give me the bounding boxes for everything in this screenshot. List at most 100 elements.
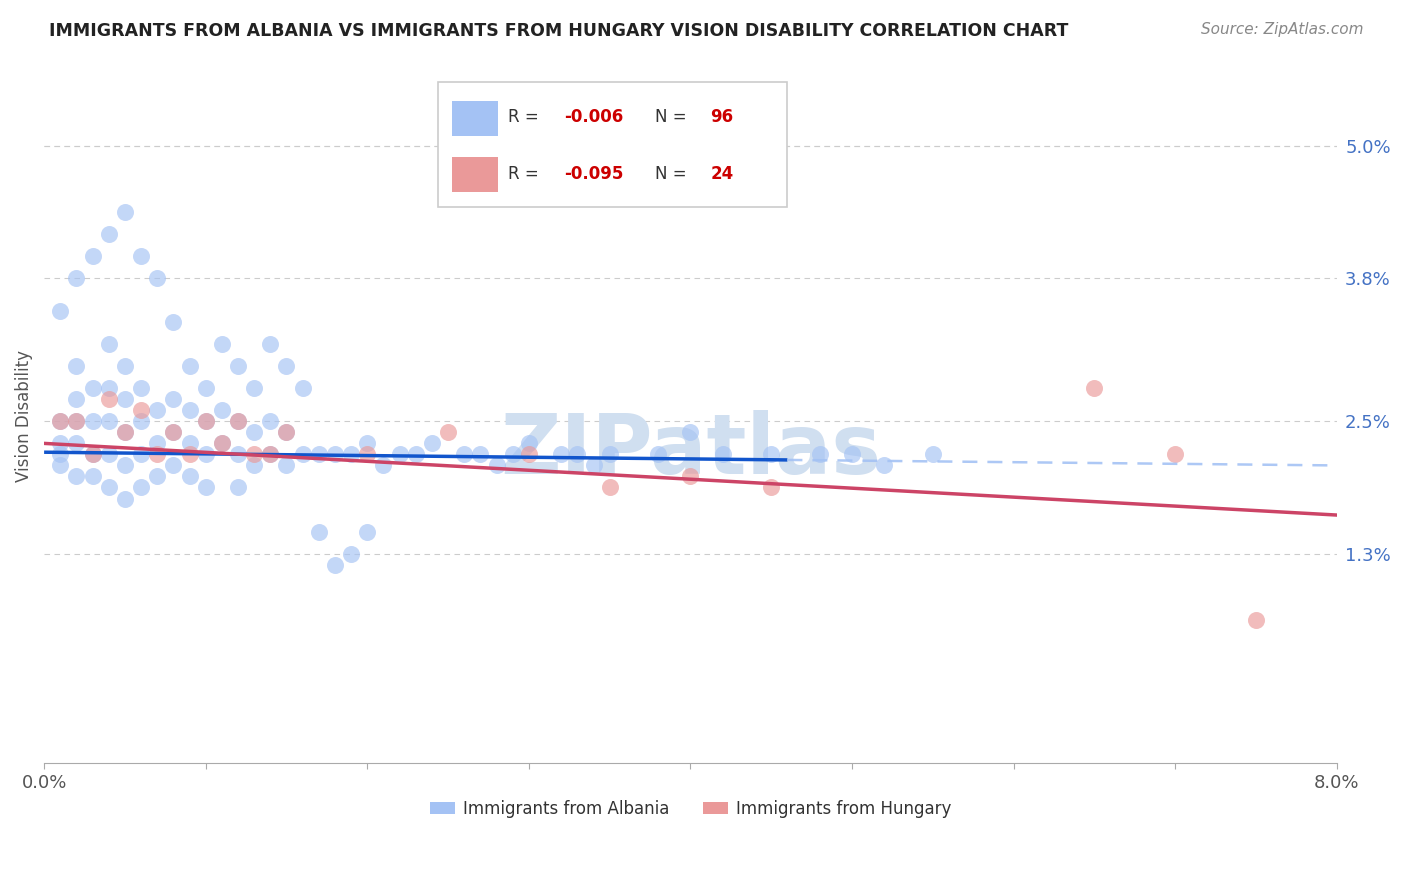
Point	[129, 249, 152, 263]
Point	[194, 447, 217, 461]
Point	[453, 447, 475, 461]
Point	[259, 337, 281, 351]
Point	[162, 392, 184, 407]
Point	[599, 481, 621, 495]
Point	[373, 458, 395, 473]
Point	[194, 481, 217, 495]
Point	[291, 381, 314, 395]
Point	[162, 425, 184, 440]
Point	[405, 447, 427, 461]
Point	[82, 469, 104, 483]
Point	[873, 458, 896, 473]
Point	[194, 414, 217, 428]
Point	[129, 403, 152, 417]
Point	[65, 271, 87, 285]
Point	[356, 436, 378, 450]
Point	[582, 458, 605, 473]
Point	[276, 359, 298, 374]
Point	[485, 458, 508, 473]
Point	[502, 447, 524, 461]
Point	[276, 425, 298, 440]
Text: IMMIGRANTS FROM ALBANIA VS IMMIGRANTS FROM HUNGARY VISION DISABILITY CORRELATION: IMMIGRANTS FROM ALBANIA VS IMMIGRANTS FR…	[49, 22, 1069, 40]
Text: ZIPatlas: ZIPatlas	[501, 410, 882, 491]
Point	[437, 425, 460, 440]
Point	[114, 425, 136, 440]
Point	[194, 381, 217, 395]
Point	[97, 337, 120, 351]
Point	[243, 447, 266, 461]
Point	[259, 447, 281, 461]
Text: Source: ZipAtlas.com: Source: ZipAtlas.com	[1201, 22, 1364, 37]
Point	[146, 403, 169, 417]
Point	[356, 524, 378, 539]
Legend: Immigrants from Albania, Immigrants from Hungary: Immigrants from Albania, Immigrants from…	[423, 793, 957, 824]
Point	[49, 304, 72, 318]
Point	[49, 458, 72, 473]
Point	[226, 447, 249, 461]
Point	[114, 392, 136, 407]
Point	[243, 458, 266, 473]
Point	[179, 359, 201, 374]
Point	[808, 447, 831, 461]
Point	[146, 469, 169, 483]
Point	[679, 469, 702, 483]
Point	[114, 425, 136, 440]
Point	[259, 414, 281, 428]
Point	[82, 381, 104, 395]
Point	[114, 491, 136, 506]
Point	[226, 414, 249, 428]
Point	[179, 469, 201, 483]
Point	[97, 227, 120, 241]
Point	[49, 414, 72, 428]
Point	[1083, 381, 1105, 395]
Point	[1244, 613, 1267, 627]
Point	[129, 481, 152, 495]
Point	[162, 458, 184, 473]
Point	[114, 458, 136, 473]
Point	[82, 447, 104, 461]
Point	[226, 481, 249, 495]
Point	[179, 403, 201, 417]
Point	[114, 359, 136, 374]
Point	[243, 381, 266, 395]
Point	[65, 436, 87, 450]
Point	[97, 481, 120, 495]
Point	[470, 447, 492, 461]
Point	[308, 447, 330, 461]
Point	[49, 436, 72, 450]
Point	[129, 381, 152, 395]
Point	[97, 447, 120, 461]
Point	[308, 524, 330, 539]
Point	[146, 271, 169, 285]
Point	[921, 447, 943, 461]
Point	[194, 414, 217, 428]
Point	[323, 558, 346, 572]
Point	[82, 447, 104, 461]
Point	[49, 447, 72, 461]
Point	[599, 447, 621, 461]
Point	[420, 436, 443, 450]
Point	[179, 447, 201, 461]
Point	[647, 447, 669, 461]
Point	[65, 414, 87, 428]
Point	[226, 414, 249, 428]
Point	[259, 447, 281, 461]
Point	[162, 315, 184, 329]
Point	[97, 392, 120, 407]
Point	[276, 425, 298, 440]
Point	[49, 414, 72, 428]
Point	[179, 436, 201, 450]
Point	[340, 547, 363, 561]
Point	[211, 337, 233, 351]
Point	[517, 447, 540, 461]
Point	[711, 447, 734, 461]
Point	[841, 447, 863, 461]
Point	[146, 447, 169, 461]
Point	[97, 414, 120, 428]
Point	[82, 249, 104, 263]
Point	[114, 205, 136, 219]
Point	[517, 436, 540, 450]
Point	[243, 425, 266, 440]
Point	[82, 414, 104, 428]
Point	[761, 481, 783, 495]
